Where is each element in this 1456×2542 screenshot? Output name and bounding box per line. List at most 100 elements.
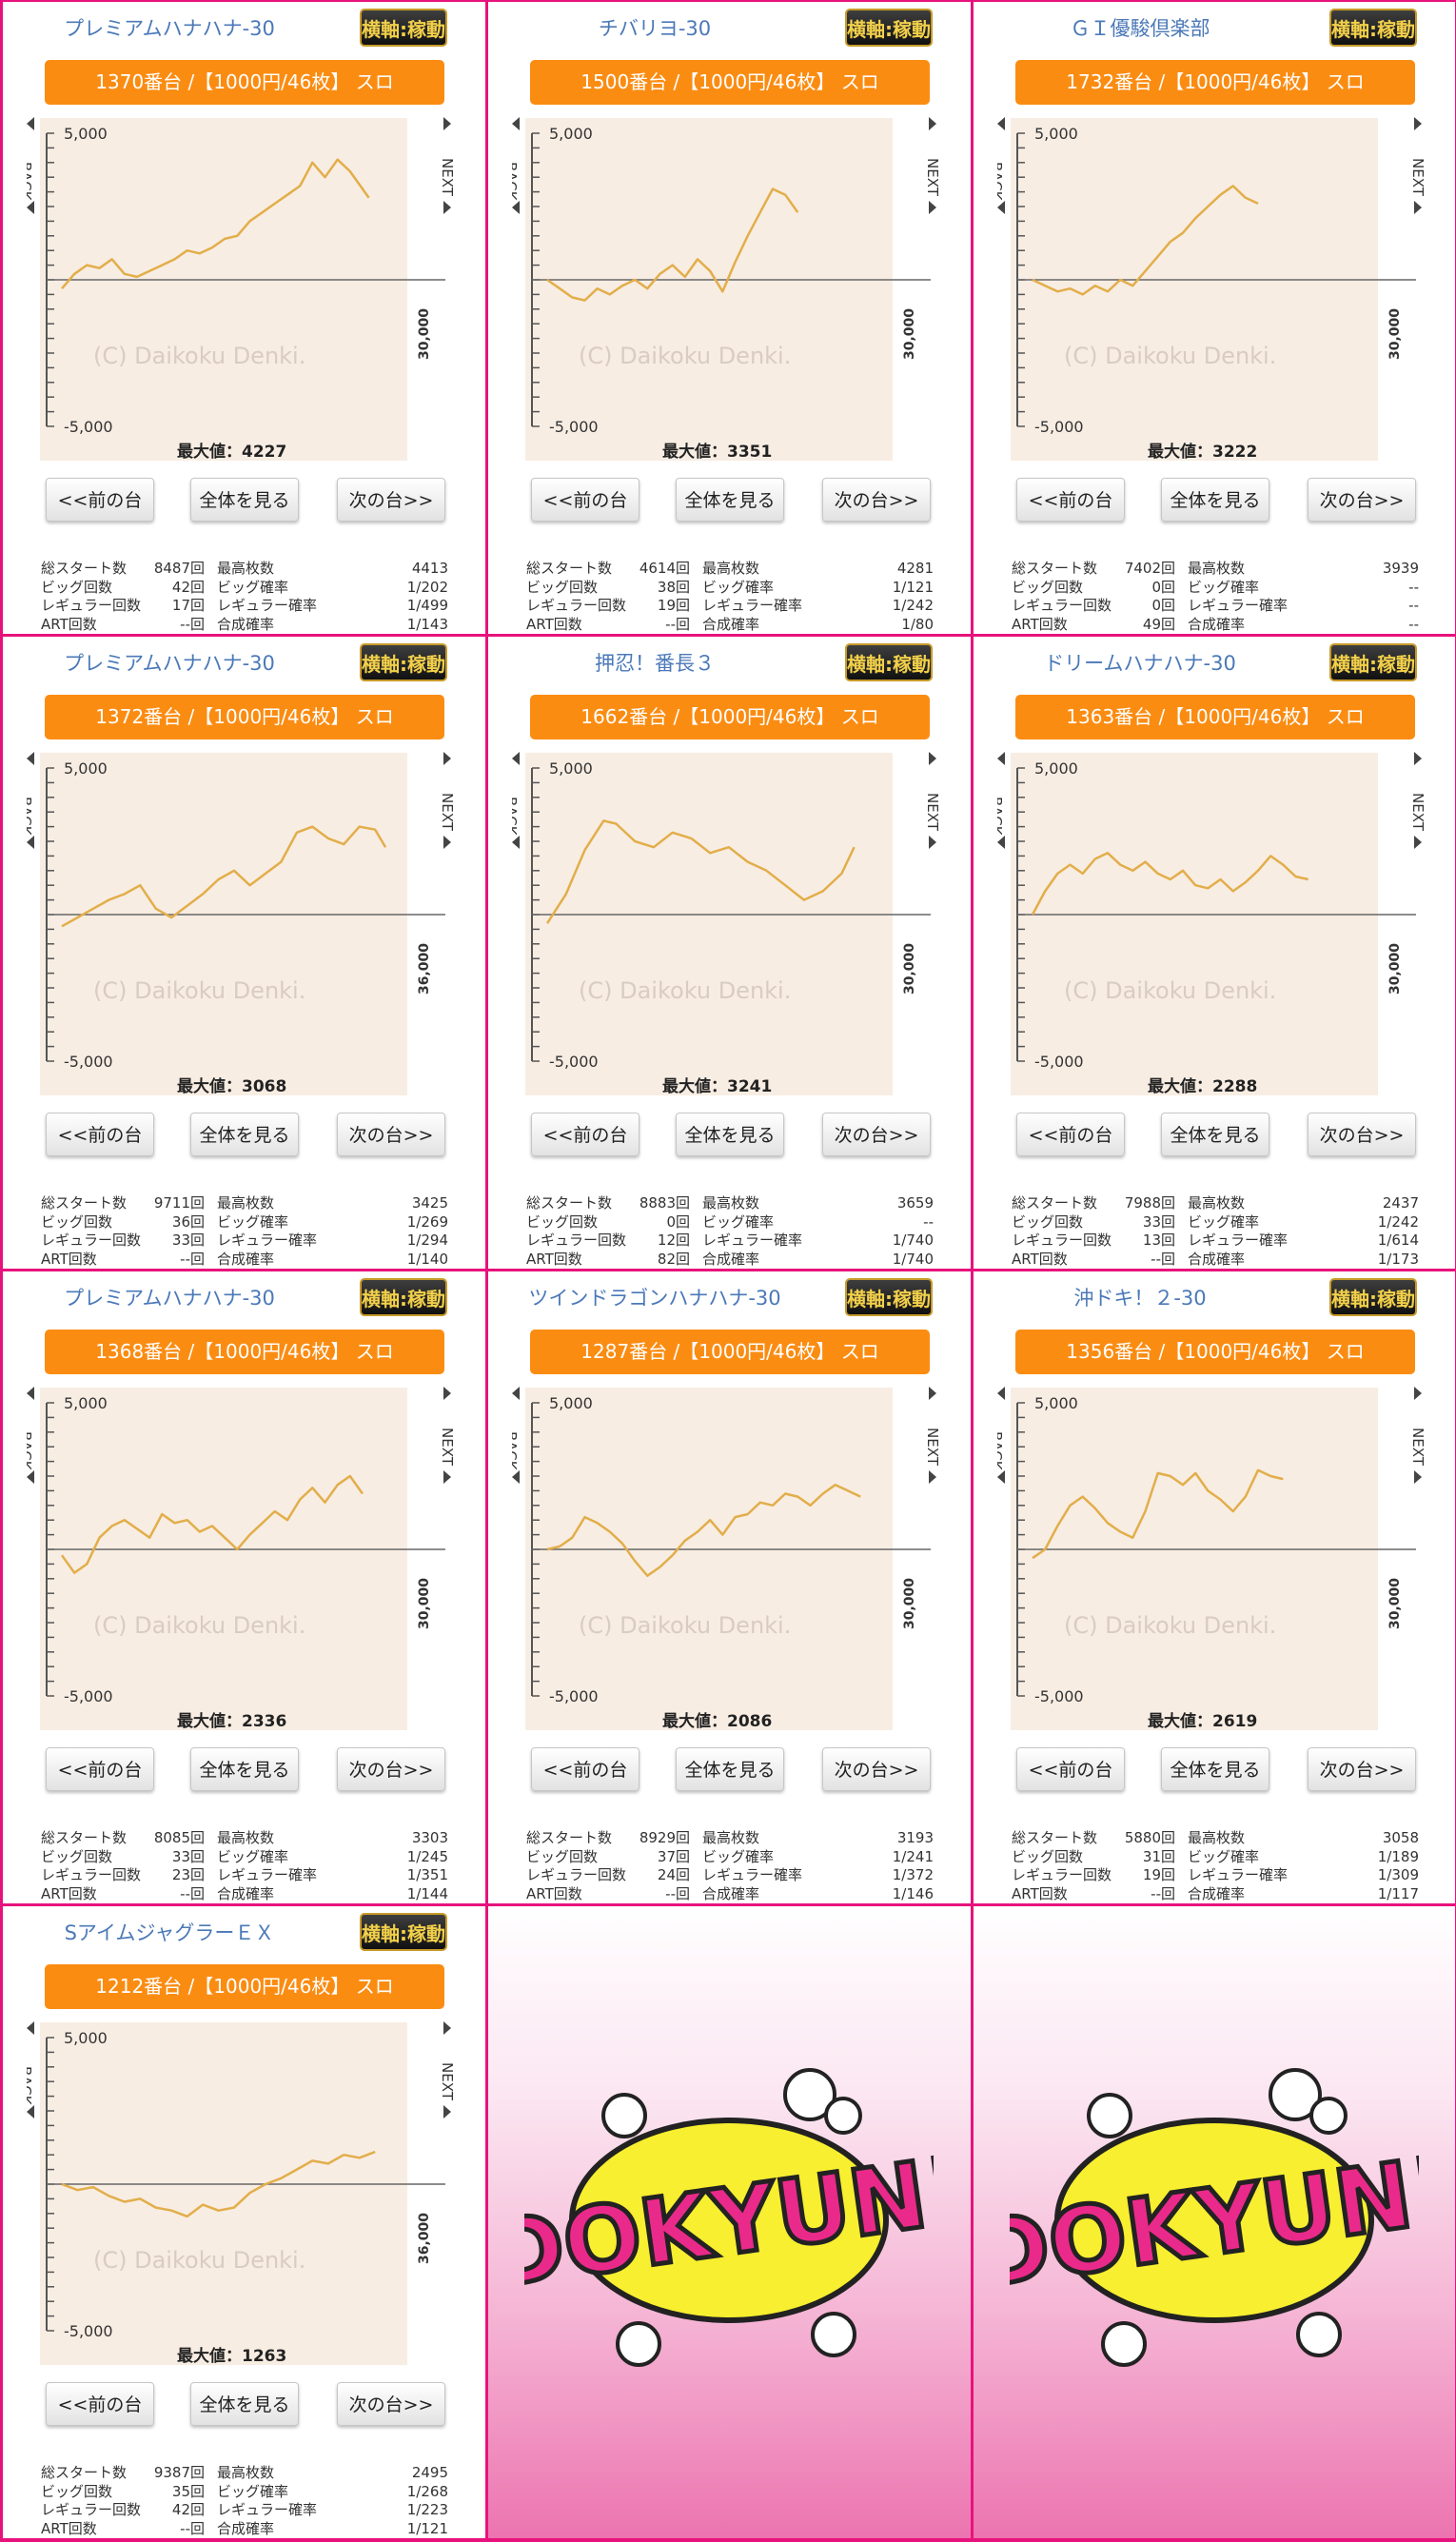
stat-label: 総スタート数: [41, 1829, 128, 1846]
stat-value: 3303: [411, 1829, 448, 1846]
y-label-top: 5,000: [549, 1394, 593, 1412]
machine-info-bar[interactable]: 1372番台 /【1000円/46枚】 スロ: [45, 695, 444, 739]
stats-table: 総スタート数 8487回 最高枚数 4413 ビッグ回数 42回 ビッグ確率 1/202 レギュ…: [41, 560, 448, 634]
next-machine-button[interactable]: 次の台>>: [337, 478, 445, 522]
stat-value: 37回: [657, 1847, 690, 1865]
machine-name[interactable]: プレミアムハナハナ-30: [64, 17, 275, 40]
view-all-button[interactable]: 全体を見る: [1161, 1113, 1269, 1156]
watermark: (C) Daikoku Denki.: [93, 2247, 305, 2274]
next-machine-button[interactable]: 次の台>>: [822, 1747, 931, 1791]
back-arrow-icon: [997, 201, 1005, 214]
stat-label: ビッグ確率: [1188, 1847, 1260, 1865]
view-all-button[interactable]: 全体を見る: [1161, 1747, 1269, 1791]
stat-value: 8487回: [153, 560, 205, 577]
stat-label: レギュラー確率: [702, 1866, 803, 1883]
stat-label: ART回数: [41, 2519, 97, 2537]
prev-machine-button[interactable]: <<前の台: [46, 2382, 154, 2426]
machine-name[interactable]: ＧＩ優駿倶楽部: [1070, 17, 1210, 40]
view-all-button[interactable]: 全体を見る: [676, 1113, 784, 1156]
back-arrow-icon: [512, 201, 520, 214]
next-machine-button[interactable]: 次の台>>: [1308, 1747, 1416, 1791]
machine-info-bar[interactable]: 1356番台 /【1000円/46枚】 スロ: [1015, 1330, 1415, 1374]
stat-label: ビッグ確率: [702, 1212, 775, 1231]
machine-name[interactable]: SアイムジャグラーＥＸ: [64, 1921, 275, 1944]
stat-label: レギュラー確率: [702, 1232, 803, 1249]
prev-machine-button[interactable]: <<前の台: [531, 478, 639, 522]
stats-table: 総スタート数 9387回 最高枚数 2495 ビッグ回数 35回 ビッグ確率 1/268 レギュ…: [41, 2464, 448, 2538]
series-line: [1031, 852, 1308, 916]
machine-card: ＧＩ優駿倶楽部 横軸:稼動 1732番台 /【1000円/46枚】 スロ 5,000 -…: [974, 2, 1455, 634]
max-value-label: 最大値：3351: [662, 442, 772, 462]
next-label: NEXT: [924, 1428, 941, 1467]
next-machine-button[interactable]: 次の台>>: [1308, 478, 1416, 522]
next-machine-button[interactable]: 次の台>>: [337, 1747, 445, 1791]
slump-chart: 5,000 -5,000 (C) Daikoku Denki. 30,000 最大値：3…: [512, 114, 946, 466]
stat-value: --回: [665, 615, 690, 633]
prev-machine-button[interactable]: <<前の台: [1016, 1747, 1125, 1791]
watermark: (C) Daikoku Denki.: [93, 343, 305, 369]
machine-info-bar[interactable]: 1370番台 /【1000円/46枚】 スロ: [45, 60, 444, 105]
prev-machine-button[interactable]: <<前の台: [46, 1747, 154, 1791]
machine-name[interactable]: ドリームハナハナ-30: [1044, 652, 1236, 675]
slump-chart-svg: 5,000 -5,000 (C) Daikoku Denki. 30,000 最大値：2…: [997, 1387, 1426, 1731]
machine-card: プレミアムハナハナ-30 横軸:稼動 1372番台 /【1000円/46枚】 スロ 5…: [3, 637, 485, 1269]
machine-name[interactable]: プレミアムハナハナ-30: [64, 652, 275, 675]
prev-machine-button[interactable]: <<前の台: [1016, 478, 1125, 522]
machine-name[interactable]: プレミアムハナハナ-30: [64, 1287, 275, 1310]
machine-card: SアイムジャグラーＥＸ 横軸:稼動 1212番台 /【1000円/46枚】 スロ 5,…: [3, 1906, 485, 2538]
stats-table: 総スタート数 8085回 最高枚数 3303 ビッグ回数 33回 ビッグ確率 1/245 レギュ…: [41, 1829, 448, 1903]
machine-info-bar[interactable]: 1287番台 /【1000円/46枚】 スロ: [530, 1330, 930, 1374]
machine-name[interactable]: チバリヨ-30: [598, 17, 712, 40]
machine-info-bar[interactable]: 1732番台 /【1000円/46枚】 スロ: [1015, 60, 1415, 105]
stat-label: 最高枚数: [702, 1829, 760, 1846]
stat-label: ビッグ回数: [41, 1212, 113, 1231]
prev-machine-button[interactable]: <<前の台: [1016, 1113, 1125, 1156]
logo-cell: DOKYUN!: [488, 1906, 971, 2538]
view-all-button[interactable]: 全体を見る: [190, 478, 299, 522]
next-label: NEXT: [439, 158, 456, 197]
stat-value: 3058: [1382, 1829, 1419, 1846]
view-all-button[interactable]: 全体を見る: [676, 1747, 784, 1791]
view-all-button[interactable]: 全体を見る: [190, 1113, 299, 1156]
slump-chart-svg: 5,000 -5,000 (C) Daikoku Denki. 30,000 最大値：4…: [27, 117, 456, 462]
machine-name[interactable]: 押忍！番長３: [595, 652, 715, 675]
prev-machine-button[interactable]: <<前の台: [46, 478, 154, 522]
stat-value: 24回: [657, 1866, 690, 1883]
next-machine-button[interactable]: 次の台>>: [822, 1113, 931, 1156]
next-machine-button[interactable]: 次の台>>: [822, 478, 931, 522]
stats-row: 総スタート数 4614回 最高枚数 4281: [526, 560, 934, 579]
prev-machine-button[interactable]: <<前の台: [531, 1113, 639, 1156]
machine-info-bar[interactable]: 1363番台 /【1000円/46枚】 スロ: [1015, 695, 1415, 739]
next-arrow-icon: [929, 201, 936, 214]
stats-row: ART回数 --回 合成確率 1/173: [1012, 1251, 1419, 1270]
view-all-button[interactable]: 全体を見る: [1161, 478, 1269, 522]
machine-card: チバリヨ-30 横軸:稼動 1500番台 /【1000円/46枚】 スロ 5,000 -…: [488, 2, 971, 634]
stat-label: 最高枚数: [1188, 560, 1246, 577]
stat-label: 総スタート数: [1012, 560, 1098, 577]
stat-value: --回: [180, 2519, 205, 2537]
machine-info-bar[interactable]: 1500番台 /【1000円/46枚】 スロ: [530, 60, 930, 105]
view-all-button[interactable]: 全体を見る: [676, 478, 784, 522]
machine-name[interactable]: ツインドラゴンハナハナ-30: [528, 1287, 781, 1310]
stat-label: ART回数: [41, 1884, 97, 1902]
stat-label: 合成確率: [702, 615, 760, 633]
prev-machine-button[interactable]: <<前の台: [531, 1747, 639, 1791]
stat-label: ビッグ回数: [1012, 1847, 1084, 1865]
y-label-bottom: -5,000: [549, 1687, 599, 1705]
next-machine-button[interactable]: 次の台>>: [337, 2382, 445, 2426]
stats-row: ART回数 82回 合成確率 1/740: [526, 1251, 934, 1270]
machine-info-bar[interactable]: 1368番台 /【1000円/46枚】 スロ: [45, 1330, 444, 1374]
machine-info-bar[interactable]: 1662番台 /【1000円/46枚】 スロ: [530, 695, 930, 739]
machine-name[interactable]: 沖ドキ！２-30: [1073, 1287, 1207, 1310]
stats-row: レギュラー回数 23回 レギュラー確率 1/351: [41, 1866, 448, 1885]
next-machine-button[interactable]: 次の台>>: [1308, 1113, 1416, 1156]
plot-background: [40, 1388, 407, 1730]
view-all-button[interactable]: 全体を見る: [190, 1747, 299, 1791]
series-line: [61, 2150, 376, 2218]
stats-row: レギュラー回数 42回 レギュラー確率 1/223: [41, 2501, 448, 2520]
machine-info-bar[interactable]: 1212番台 /【1000円/46枚】 スロ: [45, 1964, 444, 2009]
view-all-button[interactable]: 全体を見る: [190, 2382, 299, 2426]
next-label: NEXT: [1409, 1428, 1426, 1467]
prev-machine-button[interactable]: <<前の台: [46, 1113, 154, 1156]
next-machine-button[interactable]: 次の台>>: [337, 1113, 445, 1156]
